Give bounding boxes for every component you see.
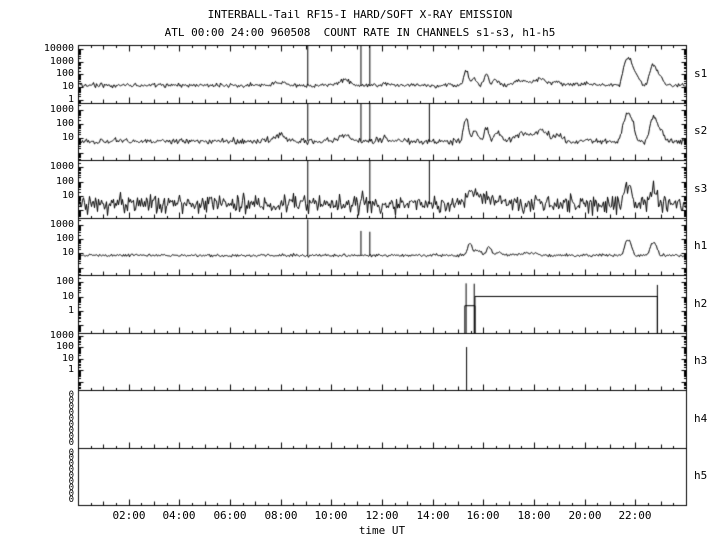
y-tick-label: 10: [61, 247, 74, 258]
y-zero-label: 0: [68, 471, 74, 481]
y-zero-label: 0: [68, 495, 74, 505]
x-tick-label: 16:00: [466, 509, 500, 522]
panel-label: h5: [694, 469, 708, 482]
y-tick-label: 100: [55, 176, 74, 187]
y-zero-label: 0: [68, 438, 74, 448]
y-tick-label: 1: [67, 94, 74, 105]
panel-label: s1: [694, 67, 708, 80]
y-tick-label: 100: [55, 341, 74, 352]
panel-label: h2: [694, 297, 708, 310]
y-tick-label: 10: [61, 353, 74, 364]
panel-label: s2: [694, 124, 708, 137]
y-zero-label: 0: [68, 465, 74, 475]
y-tick-label: 10000: [43, 43, 74, 54]
panel-label: h4: [694, 412, 708, 425]
x-tick-label: 08:00: [264, 509, 298, 522]
y-tick-label: 100: [55, 276, 74, 287]
x-tick-label: 14:00: [416, 509, 450, 522]
panel-label: h1: [694, 239, 708, 252]
y-zero-label: 0: [68, 402, 74, 412]
y-tick-label: 10: [61, 132, 74, 143]
y-tick-label: 10: [61, 190, 74, 201]
x-tick-label: 12:00: [365, 509, 399, 522]
y-tick-label: 1000: [49, 219, 74, 230]
x-tick-label: 06:00: [213, 509, 247, 522]
y-zero-label: 0: [68, 459, 74, 469]
y-zero-label: 0: [68, 390, 74, 400]
y-tick-label: 100: [55, 118, 74, 129]
x-tick-label: 22:00: [618, 509, 652, 522]
y-zero-label: 0: [68, 483, 74, 493]
y-tick-label: 1000: [49, 56, 74, 67]
x-tick-label: 18:00: [517, 509, 551, 522]
y-zero-label: 0: [68, 426, 74, 436]
y-zero-label: 0: [68, 489, 74, 499]
y-zero-label: 0: [68, 396, 74, 406]
x-tick-label: 04:00: [162, 509, 196, 522]
y-zero-label: 0: [68, 420, 74, 430]
y-tick-label: 1: [67, 305, 74, 316]
y-tick-label: 1000: [49, 161, 74, 172]
y-zero-label: 0: [68, 408, 74, 418]
y-tick-label: 10: [61, 291, 74, 302]
x-tick-label: 10:00: [314, 509, 348, 522]
y-tick-label: 1000: [49, 330, 74, 341]
y-zero-label: 0: [68, 477, 74, 487]
y-zero-label: 0: [68, 432, 74, 442]
y-zero-label: 0: [68, 414, 74, 424]
y-tick-label: 100: [55, 233, 74, 244]
y-tick-label: 1: [67, 364, 74, 375]
x-tick-label: 02:00: [112, 509, 146, 522]
panel-label: s3: [694, 182, 708, 195]
y-zero-label: 0: [68, 448, 74, 458]
panel-label: h3: [694, 354, 708, 367]
y-tick-label: 100: [55, 68, 74, 79]
x-axis-title: time UT: [358, 524, 406, 537]
y-zero-label: 0: [68, 453, 74, 463]
y-tick-label: 1000: [49, 104, 74, 115]
x-tick-label: 20:00: [568, 509, 602, 522]
y-tick-label: 10: [61, 81, 74, 92]
